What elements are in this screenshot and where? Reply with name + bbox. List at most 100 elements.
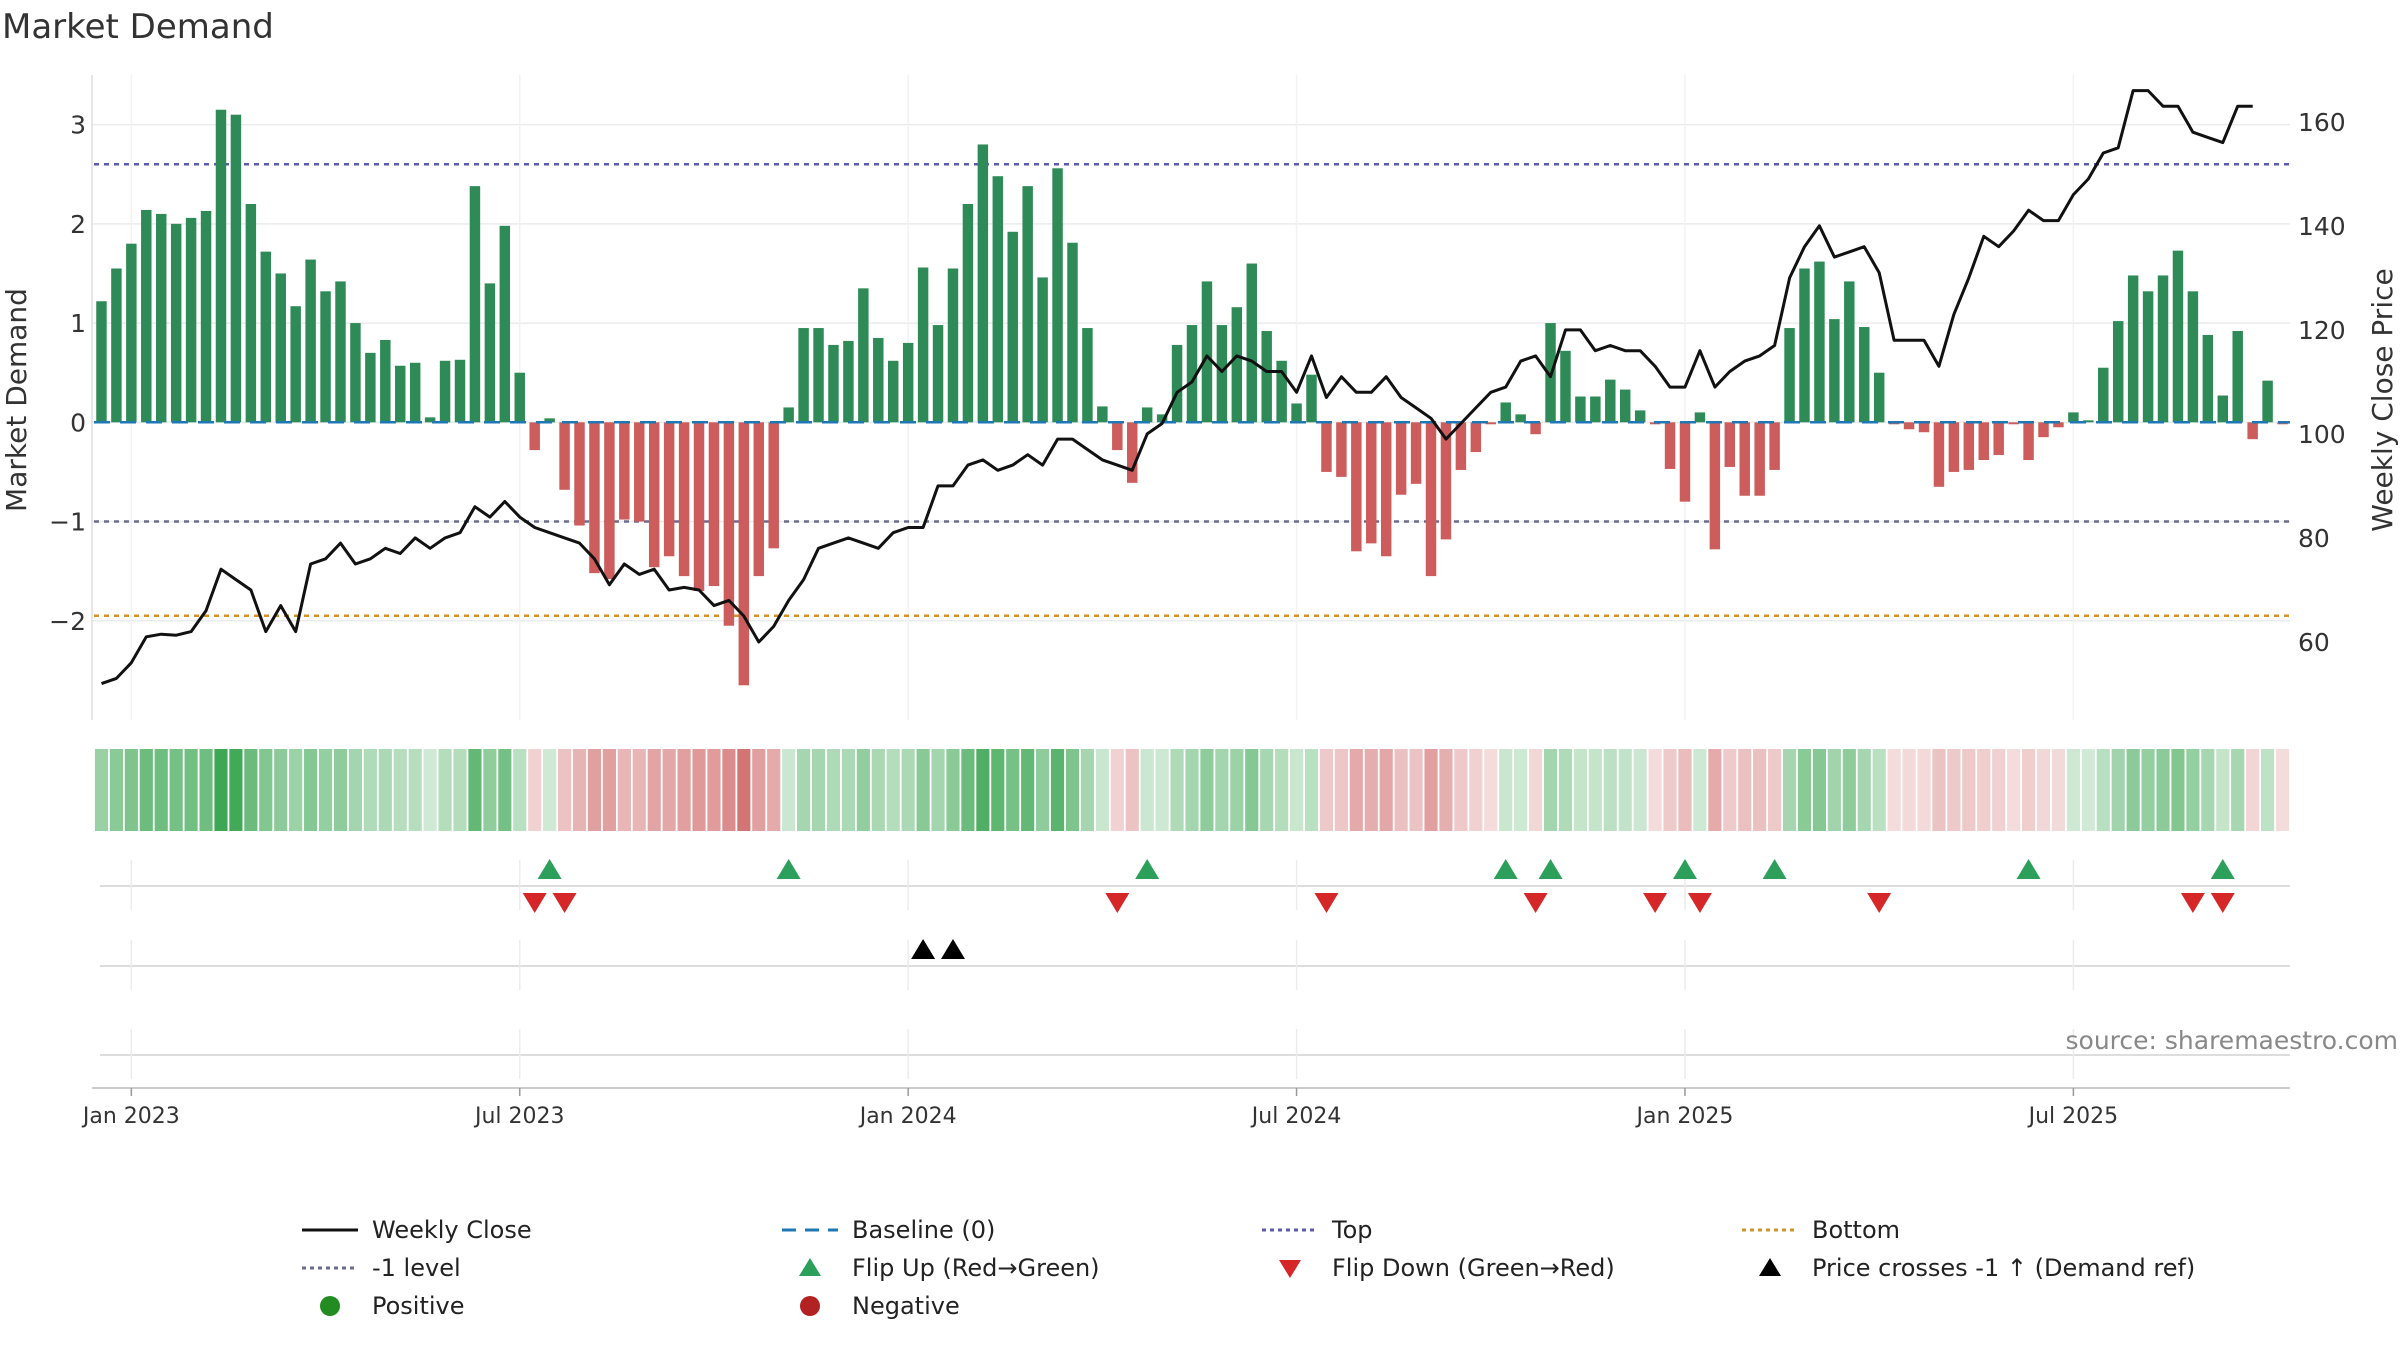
strip-cell: [782, 749, 796, 831]
strip-cell: [602, 749, 616, 831]
strip-cell: [1573, 749, 1587, 831]
flip-up-marker: [1135, 859, 1160, 879]
demand-bar: [1336, 422, 1347, 477]
source-text: source: sharemaestro.com: [2066, 1026, 2399, 1055]
strip-cell: [737, 749, 751, 831]
reference-lines: [94, 163, 2290, 618]
demand-bar: [813, 328, 824, 423]
demand-bar: [873, 337, 884, 423]
strip-cell: [1827, 749, 1841, 831]
strip-cell: [1364, 749, 1378, 831]
strip-cell: [1977, 749, 1991, 831]
demand-bar: [1724, 422, 1736, 467]
demand-bar: [1739, 422, 1750, 496]
demand-bar: [798, 328, 809, 423]
strip-cell: [1469, 749, 1483, 831]
strip-cell: [1260, 749, 1274, 831]
strip-cell: [2126, 749, 2140, 831]
demand-bar: [1097, 406, 1108, 423]
strip-cell: [1050, 749, 1065, 831]
strip-cell: [1319, 749, 1334, 831]
legend-item-price-cross: Price crosses -1 ↑ (Demand ref): [1740, 1250, 2195, 1286]
legend-label: Negative: [852, 1292, 960, 1320]
strip-cell: [1230, 749, 1244, 831]
strip-cell: [797, 749, 811, 831]
demand-bar: [2157, 275, 2169, 423]
demand-bar: [2068, 412, 2079, 423]
legend-line-dashed-icon: [782, 1228, 838, 1232]
demand-bar: [290, 306, 301, 423]
chart-title: Market Demand: [2, 7, 274, 47]
strip-cell: [811, 749, 826, 831]
strip-cell: [1514, 749, 1528, 831]
legend-item-bottom: Bottom: [1740, 1212, 1900, 1248]
strip-cell: [1768, 749, 1782, 831]
demand-bar: [1948, 422, 1960, 472]
strip-cell: [1678, 749, 1692, 831]
demand-bar: [1425, 422, 1437, 577]
flip-down-marker: [2180, 893, 2205, 913]
demand-bars: [96, 109, 2288, 686]
legend-triangle-up-icon: [1759, 1258, 1781, 1276]
strip-cell: [1558, 749, 1573, 831]
x-tick-label: Jul 2024: [1250, 1104, 1342, 1129]
demand-bar: [141, 209, 152, 423]
strip-cell: [184, 749, 198, 831]
legend-triangle-down-icon: [1279, 1260, 1301, 1278]
demand-bar: [2247, 422, 2258, 440]
flip-down-marker: [1314, 893, 1339, 913]
demand-bar: [380, 339, 391, 423]
demand-bar: [514, 372, 525, 423]
strip-cell: [1842, 749, 1856, 831]
legend-item-baseline: Baseline (0): [780, 1212, 995, 1248]
strip-cell: [1887, 749, 1901, 831]
demand-color-strip: [94, 749, 2290, 831]
strip-cell: [2036, 749, 2051, 831]
strip-cell: [2156, 749, 2170, 831]
flip-down-marker: [1105, 893, 1130, 913]
demand-bar: [2217, 395, 2229, 423]
legend-item-weekly-close: Weekly Close: [300, 1212, 532, 1248]
strip-cell: [946, 749, 960, 831]
demand-bar: [1754, 422, 1765, 496]
demand-bar: [1799, 268, 1810, 423]
strip-cell: [1782, 749, 1797, 831]
y2-tick-label: 100: [2298, 420, 2346, 449]
strip-cell: [662, 749, 676, 831]
strip-cell: [647, 749, 661, 831]
demand-bar: [634, 422, 645, 522]
legend-line-dotted-icon: [1262, 1228, 1318, 1232]
strip-cell: [1304, 749, 1319, 831]
strip-cell: [1200, 749, 1214, 831]
demand-bar: [2202, 334, 2214, 423]
demand-bar: [663, 422, 675, 557]
demand-bar: [111, 268, 122, 423]
demand-bar: [245, 204, 257, 423]
x-tick-label: Jul 2025: [2027, 1104, 2119, 1129]
demand-bar: [424, 417, 436, 423]
demand-bar: [350, 323, 361, 423]
strip-cell: [1439, 749, 1453, 831]
strip-cell: [289, 749, 303, 831]
strip-cell: [1738, 749, 1752, 831]
demand-bar: [947, 268, 959, 423]
demand-bar: [1844, 281, 1855, 423]
strip-cell: [752, 749, 766, 831]
strip-cell: [1663, 749, 1677, 831]
demand-bar: [858, 288, 869, 423]
y2-tick-label: 80: [2298, 524, 2330, 553]
y-tick-label: 2: [70, 210, 86, 239]
demand-bar: [320, 291, 331, 423]
demand-bar: [2187, 291, 2199, 423]
cross-marker-panel: [100, 939, 2290, 990]
demand-bar: [1903, 422, 1915, 430]
demand-bar: [155, 213, 167, 423]
strip-cell: [1080, 749, 1095, 831]
flip-up-marker: [776, 859, 801, 879]
demand-bar: [1231, 307, 1243, 423]
demand-bar: [1605, 379, 1616, 423]
strip-cell: [2111, 749, 2125, 831]
demand-bar: [887, 360, 899, 423]
legend-item-negative: Negative: [780, 1288, 960, 1324]
